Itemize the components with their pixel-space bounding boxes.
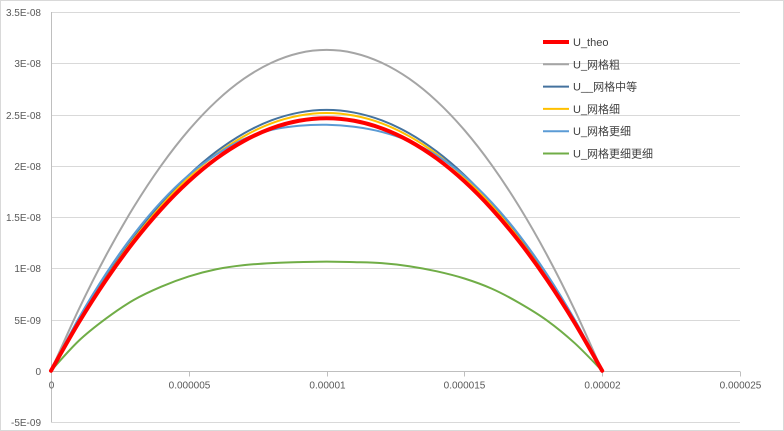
series-line-5 (49, 116, 605, 373)
x-tick-label: 0.00002 (584, 381, 621, 392)
series-line-0 (50, 48, 604, 372)
y-tick-label: 2.5E-08 (6, 111, 41, 122)
series-line-1 (50, 108, 604, 372)
y-tick-label: -5E-09 (11, 418, 41, 429)
y-tick-label: 1E-08 (14, 264, 41, 275)
y-tick-label: 2E-08 (14, 162, 41, 173)
legend: U_theo U_网格粗 U__网格中等 U_网格细 U_网格更细 U_网格更细更细 (543, 37, 653, 161)
y-tick-label: 3.5E-08 (6, 8, 41, 19)
legend-label: U_网格细 (573, 102, 620, 116)
legend-label: U_网格粗 (573, 57, 620, 71)
y-tick-label: 1.5E-08 (6, 213, 41, 224)
axes: -5E-09 0 5E-09 1E-08 1.5E-08 2E-08 2.5E-08 3E-0… (6, 8, 762, 429)
legend-label: U_网格更细 (573, 124, 631, 138)
legend-label: U__网格中等 (573, 80, 637, 94)
x-tick-label: 0.000015 (444, 381, 486, 392)
y-tick-label: 0 (35, 367, 41, 378)
legend-label: U_theo (573, 37, 608, 49)
x-tick-label: 0.00001 (309, 381, 346, 392)
x-tick-label: 0 (49, 381, 55, 392)
y-tick-label: 5E-09 (14, 316, 41, 327)
series-line-3 (50, 123, 604, 372)
x-tick-label: 0.000025 (720, 381, 762, 392)
series-line-4 (50, 260, 604, 372)
x-tick-label: 0.000005 (169, 381, 211, 392)
series-lines (49, 48, 605, 373)
gridlines (51, 12, 740, 423)
legend-label: U_网格更细更细 (573, 147, 653, 161)
y-tick-label: 3E-08 (14, 59, 41, 70)
